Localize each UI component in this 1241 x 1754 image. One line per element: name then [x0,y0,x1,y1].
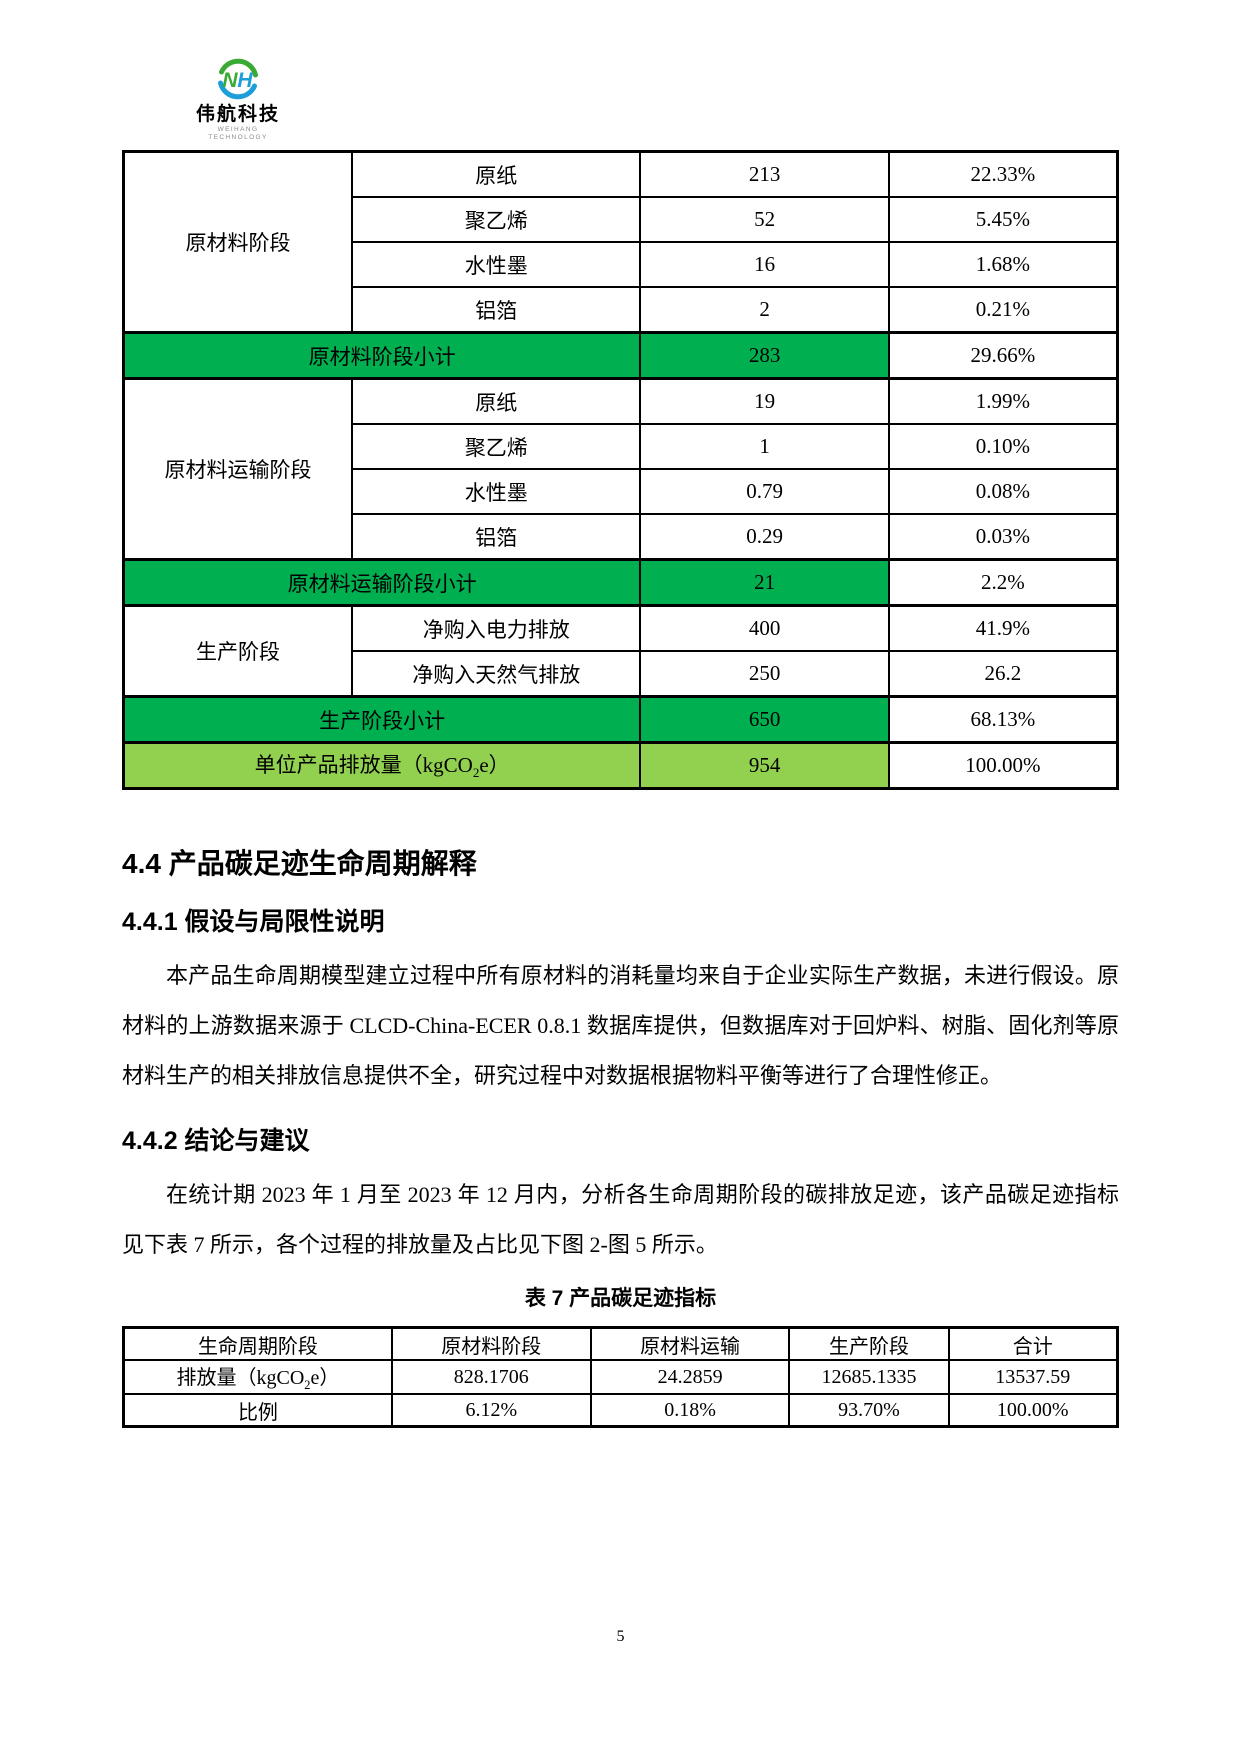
section-4-4-2-paragraph: 在统计期 2023 年 1 月至 2023 年 12 月内，分析各生命周期阶段的… [122,1182,1119,1257]
table-cell: 原材料运输阶段小计 [122,558,642,607]
table-cell: 22.33% [887,150,1119,198]
table-cell: 650 [639,695,890,744]
table-cell: 0.10% [887,423,1119,470]
table-cell: 0.21% [887,286,1119,334]
table-cell: 聚乙烯 [351,423,642,470]
stage-label-cell: 原材料运输阶段 [122,377,354,561]
table-cell: 19 [639,377,890,425]
table-row: 水性墨 16 1.68% [124,241,1119,288]
table-cell: 26.2 [887,650,1119,698]
table-cell: 2 [639,286,890,334]
header-cell: 合计 [947,1326,1119,1361]
logo-letter-n: N [222,69,238,92]
table-cell: 排放量（kgCO2e） [122,1359,393,1395]
table-cell: 100.00% [947,1393,1119,1428]
indicator-table-body: 生命周期阶段 原材料阶段 原材料运输 生产阶段 合计 排放量（kgCO2e） 828.170… [122,1326,1119,1428]
table-cell: 29.66% [887,331,1119,380]
indicator-table: 生命周期阶段 原材料阶段 原材料运输 生产阶段 合计 排放量（kgCO2e） 828.170… [122,1326,1119,1428]
table-cell: 单位产品排放量（kgCO2e） [122,741,642,790]
table-row: 聚乙烯 52 5.45% [124,196,1119,243]
table-row: 水性墨 0.79 0.08% [124,468,1119,515]
table7-caption: 表 7 产品碳足迹指标 [524,1287,717,1310]
page-content: 原材料阶段 原纸 213 22.33% 聚乙烯 52 5.45% 水性墨 16 1.68% 铝箔 2 0… [122,150,1119,1428]
table-cell: 0.03% [887,513,1119,561]
table-cell: 213 [639,150,890,198]
table-cell: 12685.1335 [788,1359,950,1395]
table-cell: 原材料阶段小计 [122,331,642,380]
table-cell: 13537.59 [947,1359,1119,1395]
company-logo: N H 伟航科技 WEIHANG TECHNOLOGY [196,56,280,142]
table-row: 原材料运输阶段 原纸 19 1.99% [122,377,1119,561]
table-cell: 水性墨 [351,241,642,288]
table-cell: 52 [639,196,890,243]
table-cell: 1 [639,423,890,470]
table-row: 原材料阶段小计 283 29.66% [122,331,1119,380]
table-row: 原材料运输阶段小计 21 2.2% [122,558,1119,607]
stage-label-cell: 原材料阶段 [122,150,354,334]
table-cell: 93.70% [788,1393,950,1428]
page-number: 5 [616,1628,625,1645]
table-row: 比例 6.12% 0.18% 93.70% 100.00% [122,1393,1119,1428]
table-cell: 21 [639,558,890,607]
table-row: 排放量（kgCO2e） 828.1706 24.2859 12685.1335 1353… [122,1359,1119,1395]
table-cell: 68.13% [887,695,1119,744]
table-cell: 5.45% [887,196,1119,243]
table-cell: 16 [639,241,890,288]
section-4-4-1-title: 4.4.1 假设与局限性说明 [122,908,385,936]
table-row: 原材料阶段 原纸 213 22.33% [122,150,1119,334]
table-cell: 400 [639,604,890,652]
table-row: 铝箔 0.29 0.03% [124,513,1119,561]
header-cell: 原材料运输 [589,1326,791,1361]
table-row: 生产阶段 净购入电力排放 400 41.9% [122,604,1119,698]
table-cell: 水性墨 [351,468,642,515]
table-cell: 954 [639,741,890,790]
logo-letter-h: H [237,69,253,92]
table-cell: 0.79 [639,468,890,515]
table-cell: 0.29 [639,513,890,561]
table-cell: 铝箔 [351,513,642,561]
table-cell: 原纸 [351,150,642,198]
table-row: 单位产品排放量（kgCO2e） 954 100.00% [122,741,1119,790]
header-cell: 生产阶段 [788,1326,950,1361]
table-cell: 250 [639,650,890,698]
table-cell: 原纸 [351,377,642,425]
table-cell: 生产阶段小计 [122,695,642,744]
emissions-table: 原材料阶段 原纸 213 22.33% 聚乙烯 52 5.45% 水性墨 16 1.68% 铝箔 2 0… [122,150,1119,790]
table-cell: 聚乙烯 [351,196,642,243]
table-cell: 100.00% [887,741,1119,790]
header-cell: 原材料阶段 [390,1326,592,1361]
table-cell: 比例 [122,1393,393,1428]
table-row: 铝箔 2 0.21% [124,286,1119,334]
table-cell: 6.12% [390,1393,592,1428]
table-cell: 1.99% [887,377,1119,425]
section-4-4-2-title: 4.4.2 结论与建议 [122,1127,310,1155]
brand-name: 伟航科技 [196,104,281,125]
table-cell: 1.68% [887,241,1119,288]
table-header-row: 生命周期阶段 原材料阶段 原材料运输 生产阶段 合计 [122,1326,1119,1361]
table-cell: 24.2859 [589,1359,791,1395]
table-cell: 41.9% [887,604,1119,652]
table-row: 生产阶段小计 650 68.13% [122,695,1119,744]
table-cell: 283 [639,331,890,380]
section-4-4-title: 4.4 产品碳足迹生命周期解释 [122,848,477,879]
table-row: 净购入天然气排放 250 26.2 [124,650,1119,698]
table-cell: 净购入天然气排放 [351,650,642,698]
stage-label-cell: 生产阶段 [122,604,354,698]
header-cell: 生命周期阶段 [122,1326,393,1361]
table-row: 聚乙烯 1 0.10% [124,423,1119,470]
section-4-4-1-paragraph: 本产品生命周期模型建立过程中所有原材料的消耗量均来自于企业实际生产数据，未进行假… [122,963,1119,1088]
logo-circle-icon: N H [218,58,258,100]
table-cell: 0.18% [589,1393,791,1428]
table-cell: 0.08% [887,468,1119,515]
table-cell: 净购入电力排放 [351,604,642,652]
emissions-table-body: 原材料阶段 原纸 213 22.33% 聚乙烯 52 5.45% 水性墨 16 1.68% 铝箔 2 0… [122,150,1119,790]
table-cell: 2.2% [887,558,1119,607]
table-cell: 铝箔 [351,286,642,334]
table-cell: 828.1706 [390,1359,592,1395]
brand-name-en: WEIHANG TECHNOLOGY [208,126,268,141]
